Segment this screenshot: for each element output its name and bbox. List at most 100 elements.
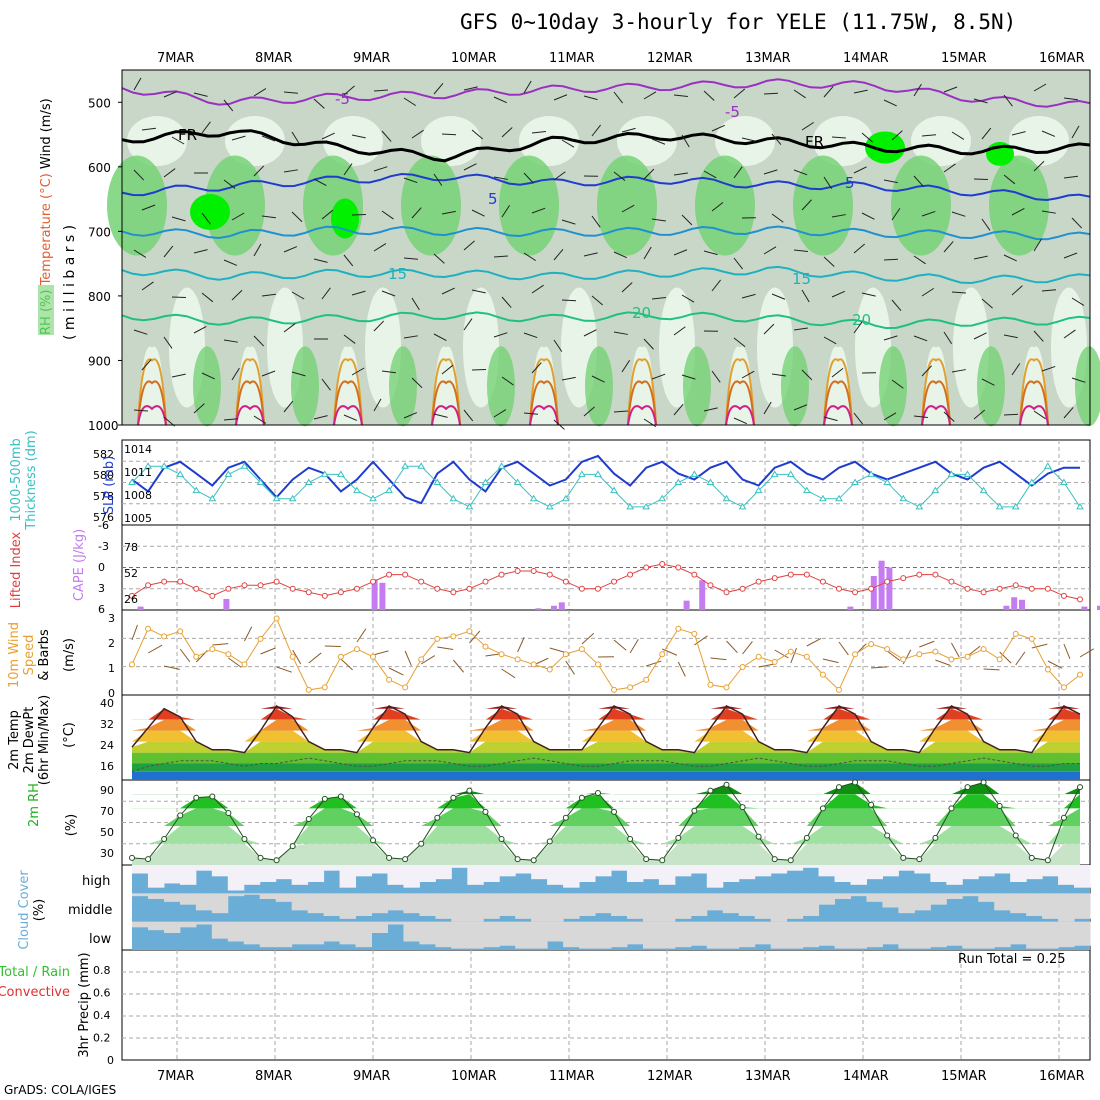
cloud-gap <box>595 921 612 949</box>
lifted-index-marker <box>819 578 826 585</box>
wind-barb <box>921 365 932 377</box>
rh-marker <box>852 779 859 786</box>
wind-barb-10m <box>919 640 935 648</box>
top-date-label: 9MAR <box>353 51 390 66</box>
temp-band <box>132 763 1080 772</box>
cloud-gap <box>355 893 372 916</box>
wind-speed-marker <box>852 651 859 658</box>
cloud-gap <box>611 865 628 871</box>
contour-label: 15 <box>792 270 811 288</box>
wind-barb-10m <box>983 668 1000 671</box>
lifted-index-marker <box>996 585 1003 592</box>
wind-barb <box>1041 365 1056 372</box>
cloud-gap <box>754 865 772 877</box>
cloud-gap <box>866 893 883 902</box>
rh-marker <box>434 814 441 821</box>
wind-tick-label: 1 <box>108 662 115 675</box>
cape-bar <box>551 605 557 610</box>
rh-band <box>132 782 1080 795</box>
cloud-gap <box>690 921 708 946</box>
thickness-marker <box>353 486 361 494</box>
cloud-gap <box>898 921 915 949</box>
heating-plume <box>725 380 755 426</box>
rh-marker <box>273 857 280 864</box>
wind-barb-10m <box>1015 651 1026 666</box>
wind-barb <box>651 138 666 145</box>
cloud-gap <box>802 893 820 916</box>
cape-bar <box>699 580 706 610</box>
wind-barb <box>441 210 456 215</box>
cloud-gap <box>163 865 181 884</box>
wind-barb <box>201 372 215 380</box>
cloud-gap <box>866 865 883 880</box>
wind-barb <box>703 170 717 179</box>
wind-speed-marker <box>209 646 216 653</box>
cloud-gap <box>882 921 899 945</box>
wind-barb-10m <box>726 640 738 654</box>
cloud-gap <box>451 865 468 868</box>
wind-speed-marker <box>241 661 248 668</box>
heating-plume <box>823 405 853 426</box>
thickness-marker <box>1060 478 1068 485</box>
cloud-gap <box>515 865 532 874</box>
wind-barb <box>381 130 392 142</box>
temp-tick-label: 32 <box>100 718 114 731</box>
cloud-gap <box>227 921 245 942</box>
wind-barb-10m <box>886 650 901 662</box>
rh-marker <box>739 804 746 811</box>
pressure-tick-label: 600 <box>88 161 111 175</box>
rh-moist-patch <box>683 346 711 427</box>
bottom-date-label: 14MAR <box>843 1069 889 1084</box>
wind-barb <box>583 329 597 337</box>
wind-barb <box>793 89 806 99</box>
wind-barb-10m <box>999 651 1012 664</box>
rh-unit-label: (%) <box>64 814 79 837</box>
cape-tick-label: 52 <box>124 567 138 580</box>
rh-marker <box>337 793 344 800</box>
rh-marker <box>691 807 698 814</box>
wind-barb <box>943 86 958 93</box>
bottom-date-label: 7MAR <box>157 1069 194 1084</box>
wind-barb <box>613 410 629 413</box>
lifted-index-marker <box>948 578 955 585</box>
lifted-index-marker <box>209 592 216 599</box>
wind-barb-10m <box>260 647 276 655</box>
wind-barb <box>343 414 358 421</box>
rh-marker <box>289 843 296 850</box>
rh-marker <box>1028 854 1035 861</box>
wind-barb-10m <box>147 644 163 654</box>
rh-legend-swatch <box>38 285 54 335</box>
wind-barb-10m <box>388 667 404 676</box>
dewpoint-line <box>131 757 1080 773</box>
wind-speed-marker <box>353 646 360 653</box>
wind-side-label: Speed <box>22 635 37 676</box>
thickness-marker <box>513 478 522 485</box>
heating-plume <box>137 380 167 426</box>
thickness-marker <box>915 502 924 510</box>
wind-barb-10m <box>131 624 138 641</box>
pressure-tick-label: 700 <box>88 225 111 239</box>
rh-dry-patch <box>127 116 187 166</box>
cloud-gap <box>690 865 708 874</box>
wind-barb-10m <box>292 649 302 665</box>
wind-barb <box>733 417 747 425</box>
wind-barb <box>1003 94 1013 107</box>
wind-barb <box>141 359 152 371</box>
cloud-gap <box>291 865 309 885</box>
wind-barb <box>583 95 598 101</box>
wind-barb <box>441 364 454 375</box>
wind-barb-10m <box>420 655 436 665</box>
precip-tick-label: 0.2 <box>93 1032 111 1045</box>
cloud-gap <box>690 893 708 916</box>
wind-barb <box>351 367 365 376</box>
wind-barb <box>471 289 486 294</box>
temp-side-label: 2m DewPt <box>22 707 37 774</box>
contour-label: 20 <box>852 311 871 329</box>
wind-speed-marker <box>514 656 521 663</box>
cape-bar <box>870 576 877 610</box>
wind-barb <box>433 82 444 95</box>
wind-speed-marker <box>530 661 537 668</box>
cloud-gap <box>1026 921 1043 949</box>
wind-unit-label: (m/s) <box>62 638 77 672</box>
wind-barb <box>1003 174 1016 185</box>
